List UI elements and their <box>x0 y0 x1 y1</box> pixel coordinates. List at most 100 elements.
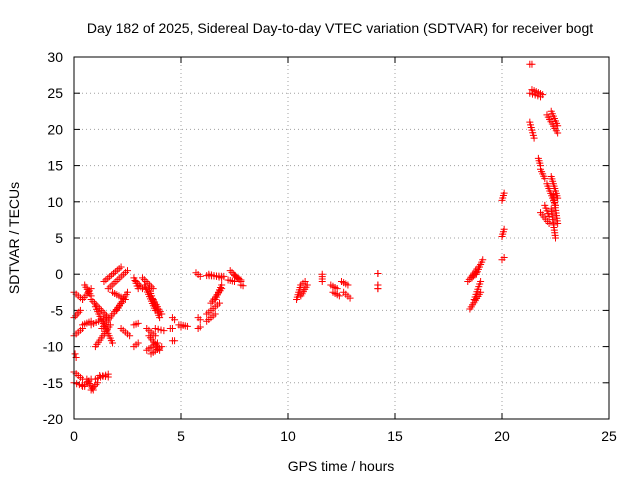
data-point <box>89 297 97 305</box>
data-point <box>539 91 547 99</box>
data-points <box>70 60 562 394</box>
x-tick-label: 5 <box>177 428 185 444</box>
data-point <box>124 288 131 296</box>
data-point <box>75 308 83 316</box>
data-point <box>554 220 562 228</box>
data-point <box>132 277 140 285</box>
data-point <box>239 282 247 290</box>
data-point <box>374 269 382 277</box>
data-point <box>110 279 118 287</box>
x-tick-label: 15 <box>387 428 403 444</box>
data-point <box>134 319 142 327</box>
data-point <box>196 272 204 280</box>
data-point <box>100 277 108 285</box>
data-point <box>154 325 162 333</box>
data-point <box>168 325 176 332</box>
data-point <box>335 292 343 300</box>
data-point <box>91 299 99 307</box>
data-point <box>156 314 164 322</box>
data-point <box>303 281 311 289</box>
data-point <box>111 268 119 276</box>
data-point <box>554 129 562 137</box>
data-point <box>160 327 168 335</box>
y-tick-label: 15 <box>47 158 63 174</box>
data-point <box>545 220 553 228</box>
data-point <box>468 274 476 282</box>
data-point <box>477 277 485 285</box>
data-point <box>183 322 191 330</box>
data-point <box>72 312 80 320</box>
data-point <box>104 285 112 293</box>
y-tick-label: -5 <box>51 302 64 318</box>
data-point <box>102 276 110 284</box>
data-point <box>122 268 130 276</box>
data-point <box>472 269 480 277</box>
data-point <box>106 273 114 281</box>
y-tick-label: -15 <box>43 375 63 391</box>
data-point <box>230 270 238 278</box>
data-point <box>99 308 107 316</box>
data-point <box>134 339 142 347</box>
data-point <box>469 272 477 280</box>
x-tick-label: 0 <box>70 428 78 444</box>
data-point <box>153 339 161 347</box>
data-point <box>118 272 126 280</box>
data-point <box>112 277 120 285</box>
data-point <box>218 274 226 282</box>
data-point <box>126 332 134 340</box>
data-point <box>89 384 97 392</box>
x-axis-label: GPS time / hours <box>288 458 395 474</box>
data-point <box>196 316 204 324</box>
data-point <box>101 310 109 318</box>
data-point <box>554 194 562 202</box>
data-point <box>73 310 81 318</box>
data-point <box>374 285 382 293</box>
x-tick-label: 20 <box>494 428 510 444</box>
data-point <box>116 274 124 282</box>
data-point <box>158 343 166 351</box>
data-point <box>211 310 219 318</box>
data-point <box>71 350 79 358</box>
y-tick-label: -20 <box>43 411 63 427</box>
data-point <box>541 175 549 183</box>
chart-title: Day 182 of 2025, Sidereal Day-to-day VTE… <box>87 20 593 36</box>
x-tick-label: 25 <box>601 428 617 444</box>
data-point <box>76 306 84 314</box>
data-point <box>138 285 146 293</box>
data-point <box>108 271 116 279</box>
data-point <box>138 274 146 282</box>
data-point <box>104 373 112 381</box>
data-point <box>115 265 123 273</box>
y-tick-label: 0 <box>55 266 63 282</box>
data-point <box>114 276 122 284</box>
data-point <box>144 279 152 287</box>
data-point <box>109 339 117 347</box>
data-point <box>97 306 105 314</box>
data-point <box>479 256 487 264</box>
data-point <box>108 281 116 289</box>
data-point <box>106 321 114 329</box>
data-point <box>333 285 341 293</box>
data-point <box>471 270 479 278</box>
data-point <box>142 277 150 285</box>
data-point <box>216 299 224 307</box>
data-point <box>117 263 125 271</box>
data-point <box>554 122 562 130</box>
data-point <box>218 281 226 289</box>
data-point <box>318 270 326 278</box>
data-point <box>104 274 112 282</box>
plot-frame <box>73 56 610 420</box>
y-tick-label: 5 <box>55 230 63 246</box>
data-point <box>500 225 508 233</box>
data-point <box>344 281 352 289</box>
tick-labels: 0 5 10 15 20 25 -20 -15 -10 -5 0 5 10 15 20 25 30 <box>43 49 617 444</box>
data-point <box>196 323 204 331</box>
data-point <box>500 189 508 197</box>
data-point <box>87 296 95 304</box>
data-point <box>157 326 165 334</box>
data-point <box>346 294 354 302</box>
data-point <box>301 277 309 285</box>
data-point <box>151 332 159 340</box>
grid-lines <box>74 57 609 419</box>
data-point <box>124 267 131 275</box>
